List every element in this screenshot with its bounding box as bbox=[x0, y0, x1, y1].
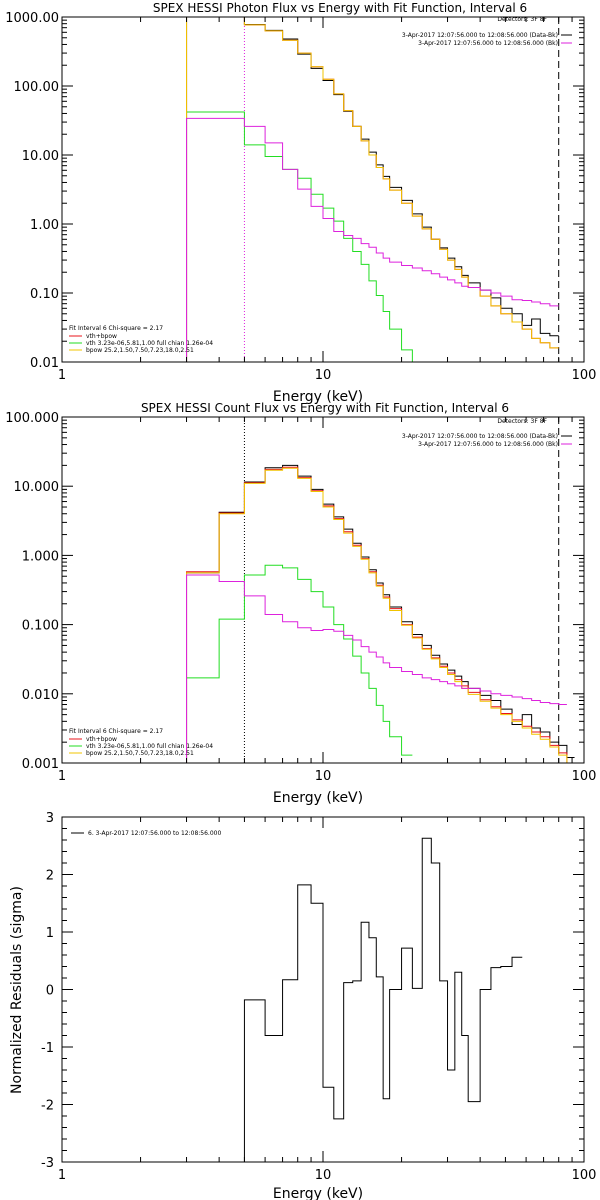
photon-flux-ytick-label: 1000.00 bbox=[5, 11, 59, 26]
count-flux-ytick-label: 100.000 bbox=[5, 411, 59, 426]
photon-flux-ytick-label: 0.10 bbox=[30, 287, 59, 302]
residuals-ytick-label: 0 bbox=[46, 984, 54, 999]
photon-flux-xtick-label: 100 bbox=[572, 368, 597, 383]
count-flux-legend-total: vth+bpow bbox=[86, 736, 117, 743]
photon-flux-legend-bk: 3-Apr-2017 12:07:56.000 to 12:08:56.000 … bbox=[418, 40, 558, 47]
count-flux-xtick-label: 100 bbox=[572, 769, 597, 784]
residuals-ylabel: Normalized Residuals (sigma) bbox=[9, 886, 25, 1094]
photon-flux-legend-data: 3-Apr-2017 12:07:56.000 to 12:08:56.000 … bbox=[402, 32, 558, 39]
count-flux-legend-bpow: bpow 25.2,1.50,7.50,7.23,18.0,2.51 bbox=[86, 750, 194, 757]
photon-flux-xtick-label: 10 bbox=[315, 368, 332, 383]
count-flux-series-2 bbox=[186, 564, 413, 763]
residuals-legend: 6. 3-Apr-2017 12:07:56.000 to 12:08:56.0… bbox=[71, 830, 221, 837]
count-flux-legend-bk: 3-Apr-2017 12:07:56.000 to 12:08:56.000 … bbox=[418, 441, 558, 448]
photon-flux-ytick-label: 100.00 bbox=[14, 80, 60, 95]
photon-flux-legend-bpow: bpow 25.2,1.50,7.50,7.23,18.0,2.51 bbox=[86, 347, 194, 354]
photon-flux-legend-bottom: Fit Interval 6 Chi-square = 2.17 vth+bpo… bbox=[69, 325, 213, 354]
count-flux-xlabel: Energy (keV) bbox=[273, 790, 363, 806]
photon-flux-series-4 bbox=[186, 117, 559, 362]
count-flux-series-4 bbox=[186, 574, 567, 763]
residuals-ytick-label: 3 bbox=[46, 811, 54, 826]
residuals-panel: 1 10 100 -3 -2 -1 0 1 2 3 Energy (keV) Normalized… bbox=[9, 811, 596, 1200]
photon-flux-series-2 bbox=[186, 111, 423, 362]
residuals-xtick-label: 1 bbox=[58, 1168, 66, 1183]
count-flux-legend-bottom: Fit Interval 6 Chi-square = 2.17 vth+bpo… bbox=[69, 728, 213, 757]
residuals-ytick-label: -2 bbox=[41, 1099, 54, 1114]
residuals-xtick-label: 100 bbox=[572, 1168, 597, 1183]
photon-flux-ytick-label: 0.01 bbox=[30, 356, 59, 371]
count-flux-ytick-label: 10.000 bbox=[14, 480, 60, 495]
photon-flux-panel: SPEX HESSI Photon Flux vs Energy with Fi… bbox=[5, 1, 596, 405]
residuals-xlabel: Energy (keV) bbox=[273, 1186, 363, 1200]
photon-flux-series-3 bbox=[186, 17, 559, 362]
count-flux-axes-frame bbox=[61, 416, 585, 764]
count-flux-series-3 bbox=[186, 467, 575, 763]
count-flux-ytick-label: 0.010 bbox=[22, 688, 59, 703]
photon-flux-ytick-label: 10.00 bbox=[22, 149, 59, 164]
count-flux-ytick-label: 0.001 bbox=[22, 757, 59, 772]
photon-flux-legend-total: vth+bpow bbox=[86, 333, 117, 340]
residuals-legend-label: 6. 3-Apr-2017 12:07:56.000 to 12:08:56.0… bbox=[88, 830, 221, 837]
count-flux-ytick-label: 1.000 bbox=[22, 549, 59, 564]
residuals-ytick-label: -3 bbox=[41, 1156, 54, 1171]
photon-flux-ytick-label: 1.00 bbox=[30, 218, 59, 233]
count-flux-xtick-label: 10 bbox=[315, 769, 332, 784]
count-flux-legend-fit: Fit Interval 6 Chi-square = 2.17 bbox=[69, 728, 163, 735]
photon-flux-legend-fit: Fit Interval 6 Chi-square = 2.17 bbox=[69, 325, 163, 332]
count-flux-panel: SPEX HESSI Count Flux vs Energy with Fit… bbox=[5, 401, 596, 806]
count-flux-legend-data: 3-Apr-2017 12:07:56.000 to 12:08:56.000 … bbox=[402, 433, 558, 440]
count-flux-legend-top: Detectors: 3F 8F 3-Apr-2017 12:07:56.000… bbox=[402, 418, 572, 448]
photon-flux-plot-area: 1 10 100 0.01 0.10 1.00 10.00 100.00 1000.00 bbox=[5, 11, 596, 383]
photon-flux-legend-top: Detectors: 3F 8F 3-Apr-2017 12:07:56.000… bbox=[402, 16, 572, 47]
residuals-xtick-label: 10 bbox=[315, 1168, 332, 1183]
count-flux-legend-header: Detectors: 3F 8F bbox=[497, 418, 547, 425]
count-flux-plot-area: 1 10 100 0.001 0.010 0.100 1.000 10.000 100.000 bbox=[5, 411, 596, 784]
residuals-plot-area: 1 10 100 -3 -2 -1 0 1 2 3 bbox=[41, 811, 596, 1183]
photon-flux-legend-vth: vth 3.23e-06,5.81,1.00 full chian 1.26e-… bbox=[86, 340, 213, 347]
count-flux-ytick-label: 0.100 bbox=[22, 619, 59, 634]
count-flux-xtick-label: 1 bbox=[58, 769, 66, 784]
residuals-ytick-label: -1 bbox=[41, 1041, 54, 1056]
count-flux-legend-vth: vth 3.23e-06,5.81,1.00 full chian 1.26e-… bbox=[86, 743, 213, 750]
residuals-ytick-label: 1 bbox=[46, 926, 54, 941]
count-flux-title: SPEX HESSI Count Flux vs Energy with Fit… bbox=[141, 401, 509, 415]
photon-flux-legend-header: Detectors: 3F 8F bbox=[497, 16, 547, 23]
residuals-series-0 bbox=[243, 837, 523, 1162]
photon-flux-xlabel: Energy (keV) bbox=[273, 389, 363, 405]
photon-flux-series-1 bbox=[186, 17, 559, 362]
photon-flux-series-0 bbox=[186, 17, 559, 362]
photon-flux-xtick-label: 1 bbox=[58, 368, 66, 383]
residuals-ytick-label: 2 bbox=[46, 869, 54, 884]
photon-flux-title: SPEX HESSI Photon Flux vs Energy with Fi… bbox=[153, 1, 527, 15]
